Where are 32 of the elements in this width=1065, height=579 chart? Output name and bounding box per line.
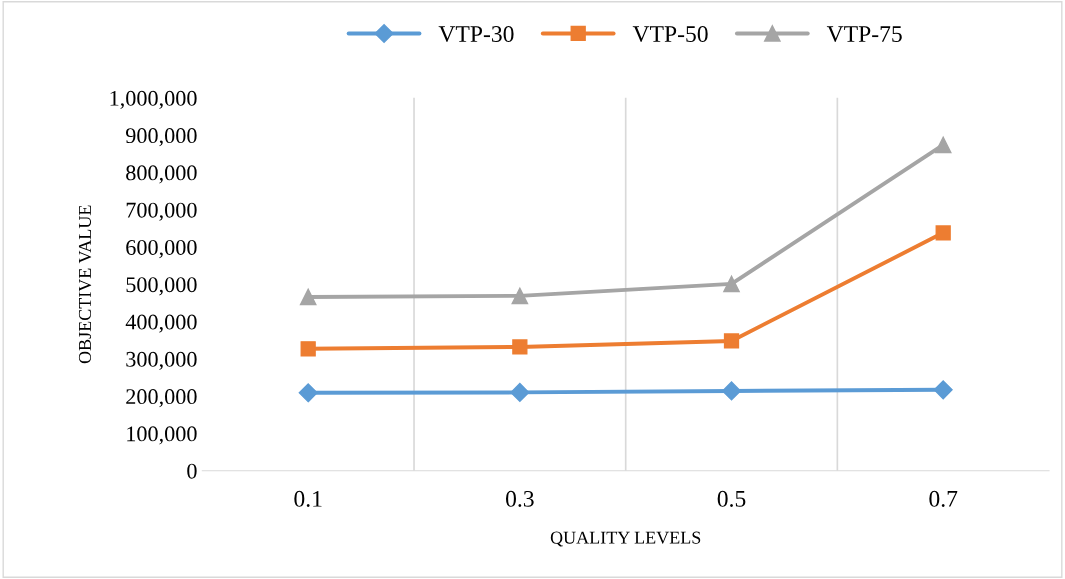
x-axis-title: QUALITY LEVELS — [550, 531, 701, 547]
point — [935, 225, 951, 241]
x-tick-label: 0.7 — [929, 490, 958, 507]
point — [512, 339, 528, 355]
point — [723, 333, 740, 349]
point — [934, 136, 952, 154]
y-tick-label: 0 — [187, 463, 197, 479]
legend-label: VTP-50 — [632, 26, 708, 43]
point — [721, 381, 742, 401]
y-tick-label: 500,000 — [126, 277, 197, 296]
y-tick-label: 800,000 — [126, 165, 197, 184]
point — [298, 383, 318, 403]
y-tick-label: 200,000 — [126, 389, 197, 408]
x-tick-label: 0.5 — [717, 490, 746, 507]
point — [511, 287, 529, 305]
y-tick-label: 1,000,000 — [110, 90, 197, 109]
y-axis-title: OBJECTIVE VALUE — [78, 205, 92, 364]
point — [510, 382, 530, 402]
y-tick-label: 400,000 — [125, 314, 197, 333]
point — [299, 288, 317, 306]
y-tick-label: 300,000 — [126, 351, 197, 370]
y-tick-label: 100,000 — [127, 426, 197, 445]
y-tick-label: 700,000 — [126, 202, 197, 221]
point — [933, 380, 953, 400]
y-tick-label: 900,000 — [125, 128, 197, 147]
legend-label: VTP-30 — [438, 26, 514, 43]
legend-label: VTP-75 — [826, 26, 902, 43]
x-tick-label: 0.3 — [506, 490, 534, 507]
x-tick-label: 0.1 — [294, 490, 322, 507]
y-tick-label: 600,000 — [126, 239, 197, 259]
point — [723, 275, 740, 293]
point — [300, 341, 316, 357]
